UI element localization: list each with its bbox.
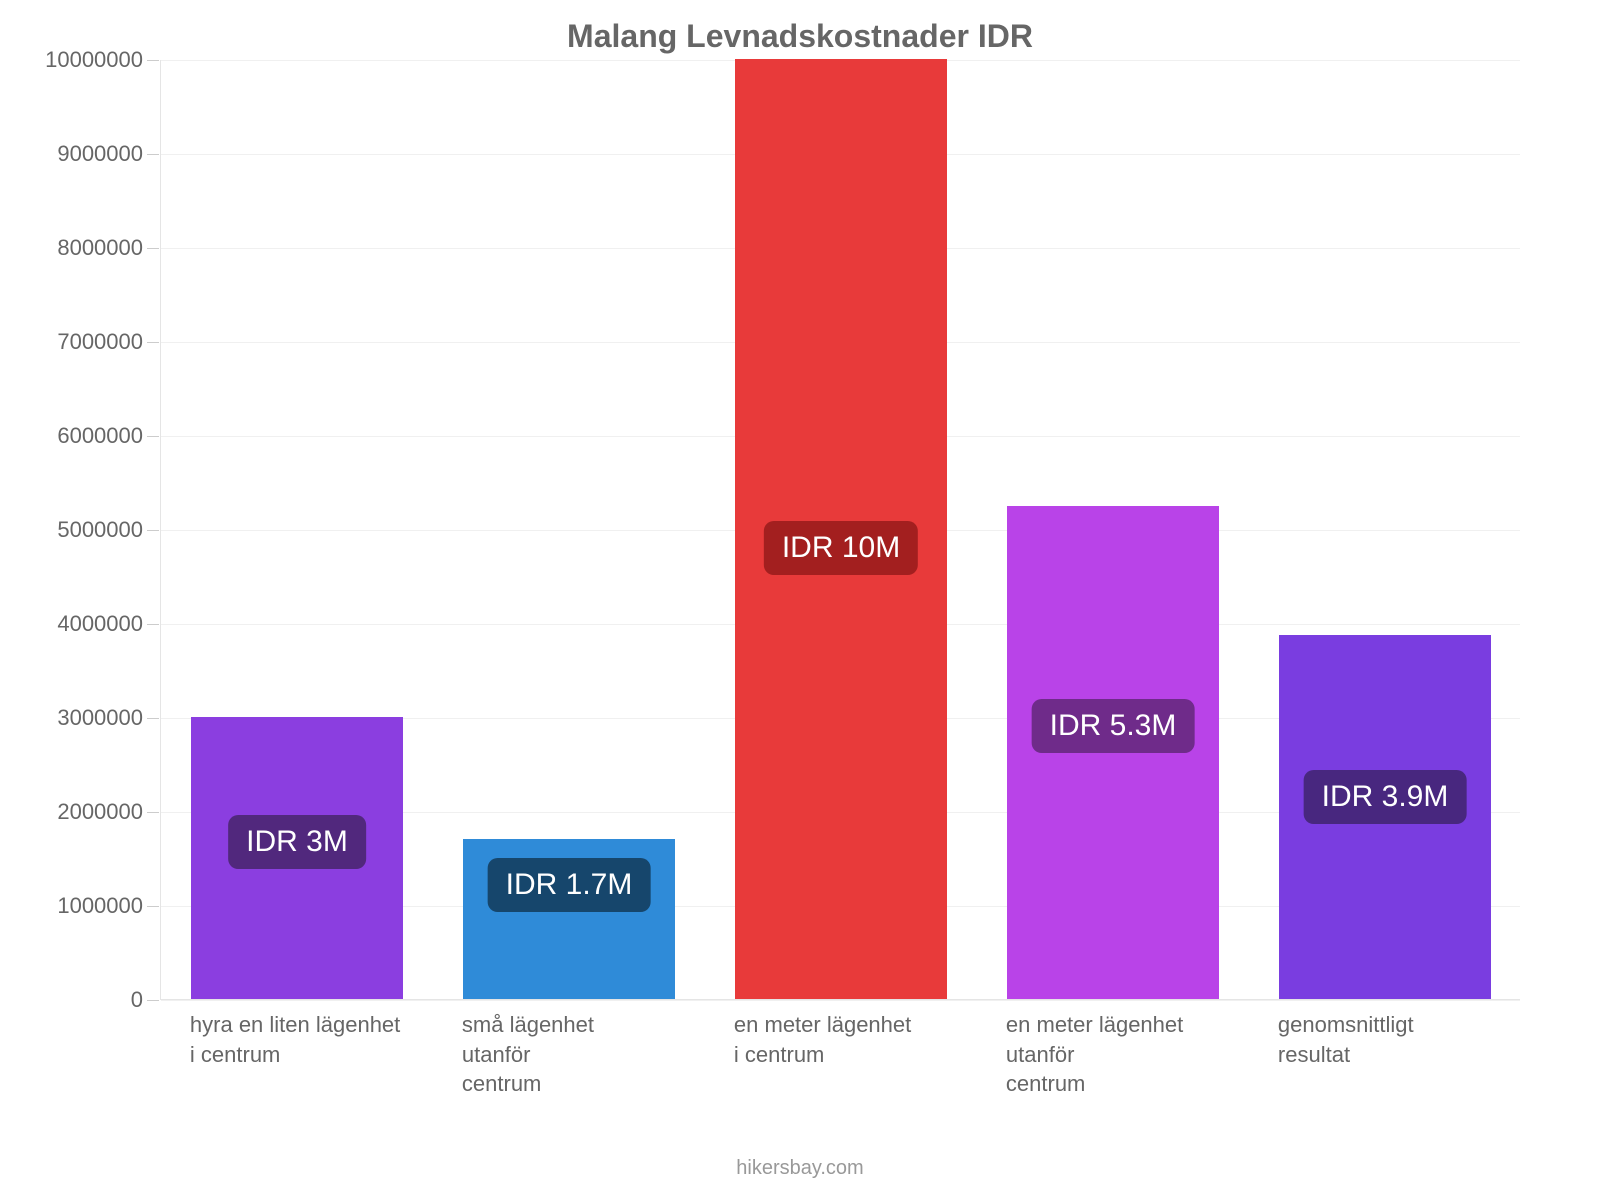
y-axis-label: 8000000 <box>57 235 143 261</box>
y-axis-label: 10000000 <box>45 47 143 73</box>
y-tick <box>147 812 159 813</box>
attribution: hikersbay.com <box>0 1157 1600 1180</box>
y-tick <box>147 436 159 437</box>
bar-value-label: IDR 1.7M <box>488 858 651 912</box>
gridline <box>161 1000 1520 1001</box>
bar-value-label: IDR 3M <box>228 815 366 869</box>
y-tick <box>147 718 159 719</box>
bar-value-label: IDR 5.3M <box>1032 699 1195 753</box>
y-axis-label: 1000000 <box>57 893 143 919</box>
plot-area: 0100000020000003000000400000050000006000… <box>160 60 1520 1000</box>
y-axis-label: 4000000 <box>57 611 143 637</box>
x-axis-label: en meter lägenhet utanför centrum <box>1006 1010 1218 1099</box>
y-axis-label: 9000000 <box>57 141 143 167</box>
x-axis-label: genomsnittligt resultat <box>1278 1010 1490 1069</box>
y-tick <box>147 530 159 531</box>
x-axis-label: hyra en liten lägenhet i centrum <box>190 1010 402 1069</box>
y-tick <box>147 60 159 61</box>
y-axis-label: 7000000 <box>57 329 143 355</box>
bar-value-label: IDR 10M <box>764 521 918 575</box>
y-axis-label: 3000000 <box>57 705 143 731</box>
bar-chart: Malang Levnadskostnader IDR 010000002000… <box>0 0 1600 1200</box>
y-tick <box>147 342 159 343</box>
y-tick <box>147 248 159 249</box>
y-tick <box>147 1000 159 1001</box>
bar-value-label: IDR 3.9M <box>1304 770 1467 824</box>
y-axis-label: 2000000 <box>57 799 143 825</box>
y-axis-label: 6000000 <box>57 423 143 449</box>
y-tick <box>147 906 159 907</box>
y-axis-label: 0 <box>131 987 143 1013</box>
chart-title: Malang Levnadskostnader IDR <box>0 18 1600 55</box>
x-axis-label: en meter lägenhet i centrum <box>734 1010 946 1069</box>
y-tick <box>147 624 159 625</box>
y-tick <box>147 154 159 155</box>
x-axis-label: små lägenhet utanför centrum <box>462 1010 674 1099</box>
y-axis-label: 5000000 <box>57 517 143 543</box>
